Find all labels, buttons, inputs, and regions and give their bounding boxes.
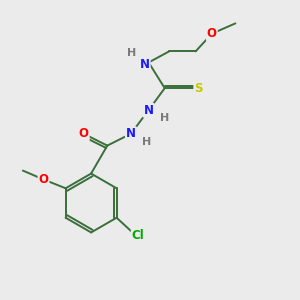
Text: N: N — [126, 127, 136, 140]
Text: O: O — [38, 173, 49, 186]
Text: Cl: Cl — [132, 229, 145, 242]
Text: H: H — [142, 137, 152, 147]
Text: O: O — [207, 27, 217, 40]
Text: H: H — [127, 48, 136, 58]
Text: N: N — [143, 104, 154, 117]
Text: S: S — [194, 82, 203, 95]
Text: O: O — [79, 127, 89, 140]
Text: N: N — [140, 58, 150, 71]
Text: H: H — [160, 113, 169, 124]
